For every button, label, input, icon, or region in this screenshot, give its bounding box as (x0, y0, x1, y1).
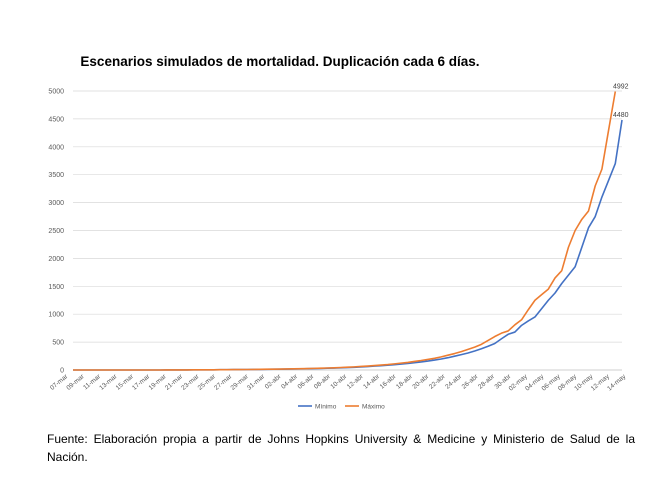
data-label: 4480 (613, 112, 629, 119)
y-tick-label: 1000 (48, 312, 64, 319)
legend-label: Mínimo (315, 404, 337, 411)
y-axis-ticks: 0 500 1000 1500 2000 2500 3000 3500 4000 4500 5000 (48, 89, 64, 375)
y-tick-label: 0 (60, 368, 64, 375)
y-tick-label: 4000 (48, 144, 64, 151)
legend: Mínimo Máximo (298, 404, 385, 411)
x-tick-label: 12-abr (346, 373, 366, 391)
y-tick-label: 2000 (48, 256, 64, 263)
x-tick-label: 31-mar (246, 373, 267, 392)
x-tick-label: 24-abr (444, 373, 464, 391)
y-tick-label: 3500 (48, 172, 64, 179)
source-caption: Fuente: Elaboración propia a partir de J… (47, 432, 635, 464)
x-tick-label: 06-abr (297, 373, 317, 391)
series-line-maximo (73, 91, 617, 371)
x-tick-label: 14-may (606, 373, 628, 393)
x-tick-label: 02-abr (264, 373, 284, 391)
line-chart: 0 500 1000 1500 2000 2500 3000 3500 4000 4500 5000… (48, 83, 629, 411)
x-tick-label: 16-abr (379, 373, 399, 391)
x-tick-label: 10-abr (329, 373, 349, 391)
x-tick-label: 08-abr (313, 373, 333, 391)
x-tick-label: 20-abr (411, 373, 431, 391)
x-tick-label: 14-abr (362, 373, 382, 391)
y-tick-label: 2500 (48, 228, 64, 235)
y-tick-label: 3000 (48, 200, 64, 207)
legend-label: Máximo (362, 404, 385, 411)
x-tick-label: 18-abr (395, 373, 415, 391)
x-tick-label: 22-abr (428, 373, 448, 391)
x-tick-label: 28-abr (477, 373, 497, 391)
x-tick-label: 26-abr (461, 373, 481, 391)
y-tick-label: 5000 (48, 89, 64, 96)
gridlines (73, 90, 622, 371)
y-tick-label: 4500 (48, 116, 64, 123)
end-labels: 4480 4992 (613, 83, 629, 119)
x-axis-ticks: 07-mar09-mar11-mar13-mar15-mar17-mar19-m… (49, 373, 628, 393)
x-tick-label: 04-abr (280, 373, 300, 391)
series-line-minimo (73, 119, 623, 371)
data-label: 4992 (613, 83, 629, 90)
series-lines (73, 91, 623, 371)
y-tick-label: 1500 (48, 284, 64, 291)
chart-title: Escenarios simulados de mortalidad. Dupl… (80, 54, 480, 69)
y-tick-label: 500 (52, 340, 64, 347)
x-tick-label: 09-mar (65, 373, 86, 392)
